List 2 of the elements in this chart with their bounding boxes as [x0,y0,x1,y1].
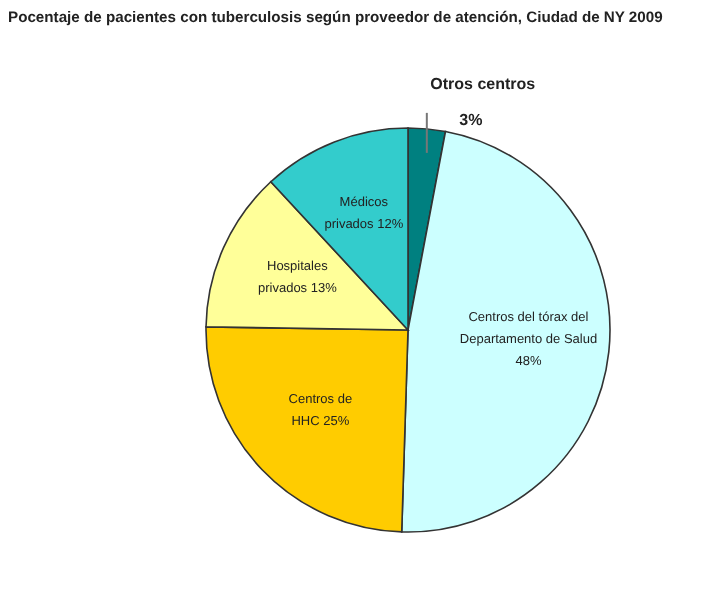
slice-label: Otros centros [430,74,537,93]
data-label: 3% [459,110,483,129]
